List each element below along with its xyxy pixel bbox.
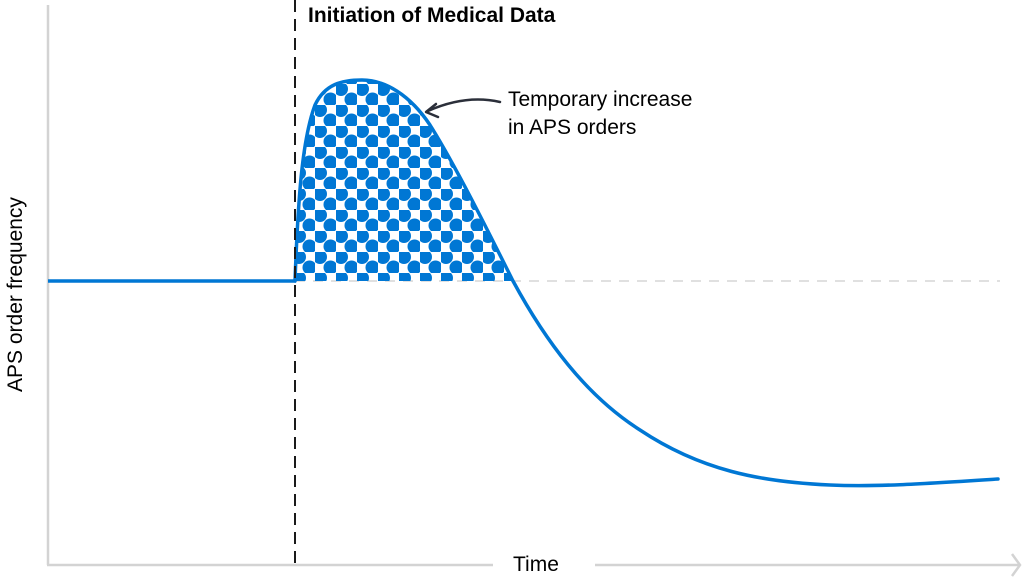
x-axis-arrow-icon <box>1010 553 1022 577</box>
order-frequency-curve <box>293 78 1000 488</box>
callout-arrow-icon <box>426 98 502 113</box>
callout-arrowhead-icon <box>424 102 440 119</box>
callout-text-line1: Temporary increase <box>508 88 692 111</box>
x-axis-label: Time <box>513 553 559 576</box>
initiation-marker-title: Initiation of Medical Data <box>308 4 556 27</box>
y-axis-label: APS order frequency <box>4 197 27 392</box>
callout-text-line2: in APS orders <box>508 116 636 139</box>
